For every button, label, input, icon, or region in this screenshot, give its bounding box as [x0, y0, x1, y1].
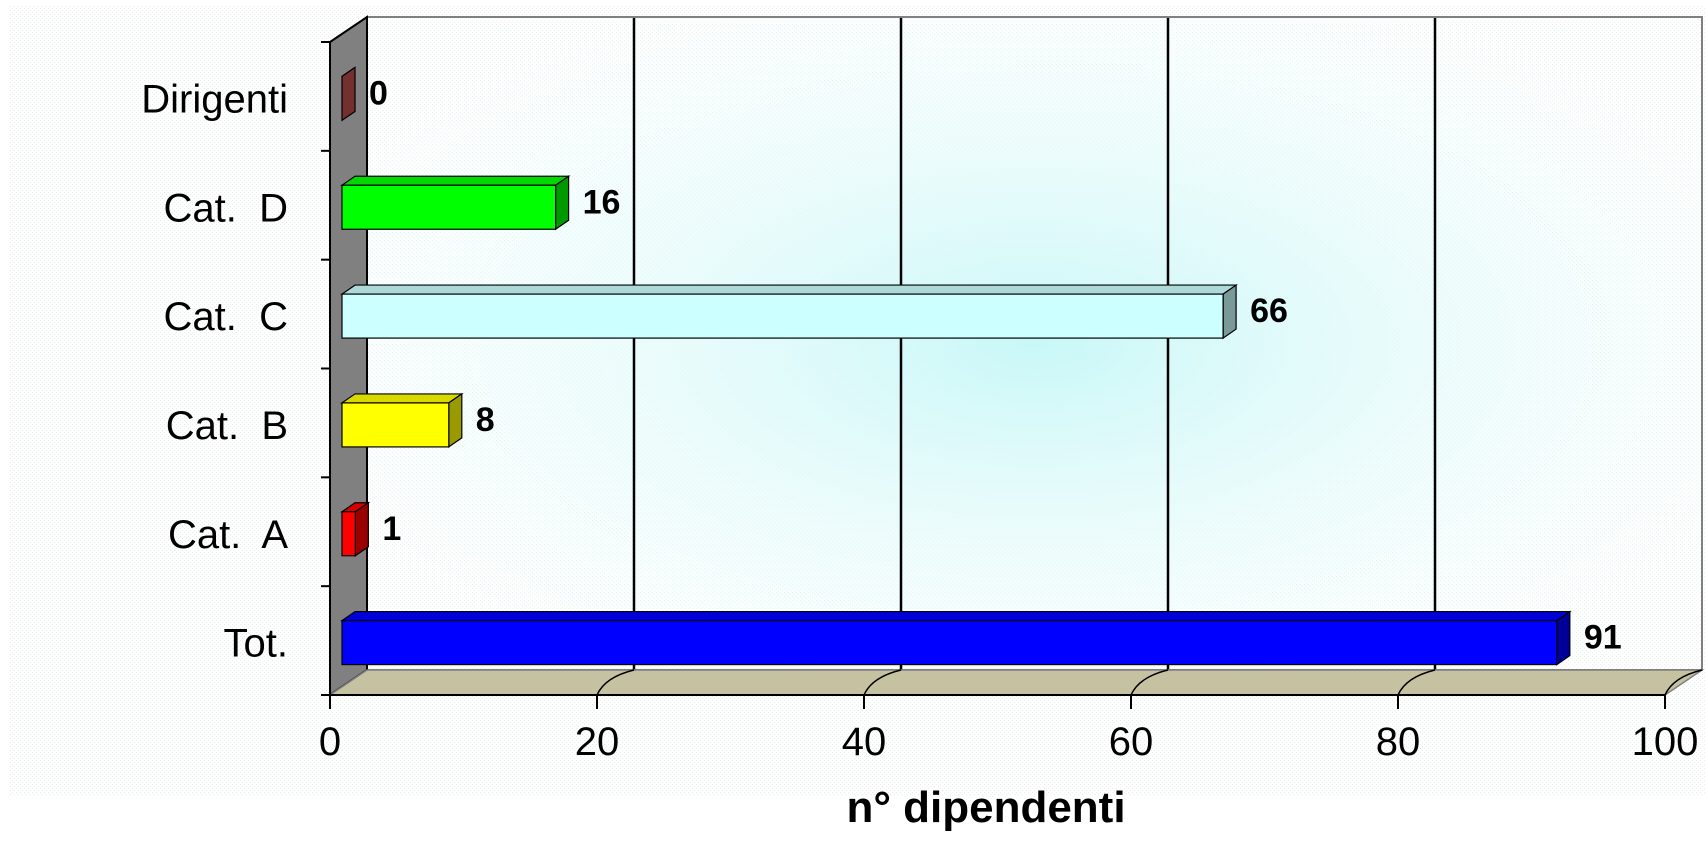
side-wall	[329, 15, 368, 697]
bar-side	[1556, 610, 1571, 666]
bar	[340, 501, 371, 557]
bar-top	[340, 175, 571, 186]
x-tick-label: 40	[842, 720, 887, 764]
bar	[340, 283, 1239, 340]
bar	[340, 392, 464, 449]
x-tick-label: 0	[319, 720, 341, 764]
category-label: Cat. D	[164, 186, 288, 230]
x-tick-label: 20	[575, 720, 620, 764]
bar-side	[341, 66, 356, 122]
bar-side	[448, 392, 463, 449]
value-label: 1	[382, 510, 401, 548]
category-label: Cat. B	[166, 404, 288, 448]
value-label: 16	[583, 183, 621, 221]
category-labels: Tot. Cat. A Cat. B Cat. C Cat. D Dirigenti	[141, 77, 288, 665]
bar-top	[340, 393, 464, 404]
bar-front	[341, 293, 1224, 339]
bar-front	[341, 619, 1558, 666]
back-wall	[366, 16, 1703, 671]
value-label: 0	[369, 74, 388, 112]
bar-top	[340, 610, 1572, 622]
floor-gridline	[863, 669, 902, 696]
x-tick-label: 100	[1632, 720, 1699, 764]
gridlines	[367, 16, 1702, 670]
bar-side	[554, 175, 570, 231]
x-axis-title: n° dipendenti	[846, 783, 1125, 832]
bar-side	[1222, 283, 1237, 340]
bars	[340, 66, 1572, 666]
value-labels: 91 1 8 66 16 0	[369, 74, 1622, 656]
value-label: 91	[1584, 619, 1622, 657]
bar	[340, 610, 1572, 666]
bar-front	[341, 402, 450, 448]
category-label: Tot.	[224, 622, 288, 666]
x-tick-labels: 0 20 40 60 80 100	[319, 720, 1699, 764]
floor-gridlines	[596, 669, 1703, 696]
axes	[321, 41, 1666, 709]
floor-gridline	[1130, 669, 1169, 696]
x-tick-label: 60	[1109, 720, 1154, 764]
x-tick-label: 80	[1376, 720, 1421, 764]
floor-gridline	[1397, 669, 1436, 696]
bar	[340, 175, 571, 231]
bar-front	[341, 511, 356, 557]
floor	[327, 669, 1705, 696]
floor-gridline	[1664, 669, 1703, 696]
floor-gridline	[596, 669, 635, 696]
category-label: Cat. C	[164, 295, 288, 339]
value-label: 66	[1250, 292, 1288, 330]
bar-top	[340, 284, 1239, 295]
bar-side	[354, 501, 369, 557]
bar-front	[341, 184, 557, 230]
bar	[341, 66, 356, 122]
category-label: Dirigenti	[141, 77, 288, 121]
value-label: 8	[476, 401, 495, 439]
category-label: Cat. A	[168, 513, 288, 557]
